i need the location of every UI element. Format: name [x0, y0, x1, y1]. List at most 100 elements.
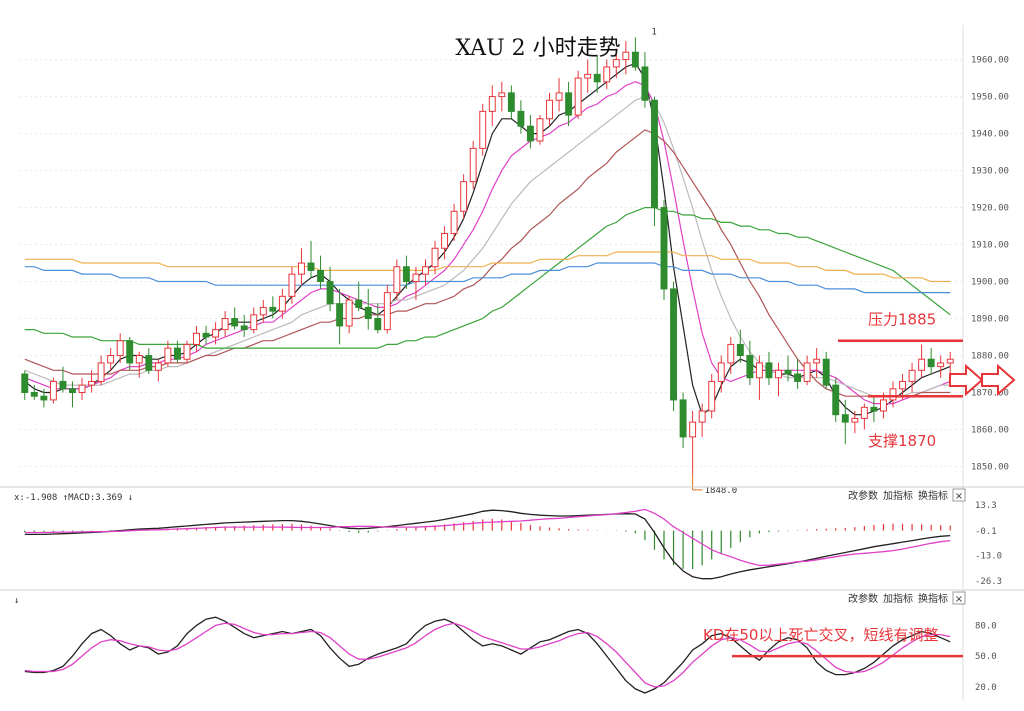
candle-body [803, 362, 811, 382]
macd-tick-label: -0.1 [975, 527, 997, 537]
candle-body [717, 362, 725, 382]
indicator-toolbar: 改参数 加指标 换指标 × [848, 591, 966, 605]
candlestick [412, 266, 420, 301]
candle-body [546, 99, 553, 120]
candlestick [135, 351, 143, 378]
candlestick [765, 351, 773, 386]
candle-body [59, 380, 67, 390]
candle-body [536, 118, 544, 142]
main-grid [20, 25, 964, 700]
candle-body [126, 340, 134, 364]
price-tick-label: 1930.00 [971, 167, 1009, 177]
price-tick-label: 1900.00 [971, 278, 1009, 288]
candle-body [374, 318, 382, 331]
candle-body [622, 51, 630, 61]
close-label[interactable]: × [955, 491, 963, 502]
candle-body [651, 99, 658, 209]
candlestick [775, 362, 782, 397]
candle-body [422, 266, 429, 275]
kd-header: ↓ [14, 596, 19, 606]
candle-body [135, 355, 143, 364]
candlestick [221, 311, 229, 338]
candle-body [30, 392, 38, 397]
candlestick [107, 348, 115, 371]
close-icon[interactable] [952, 591, 966, 605]
low-marker-label: 1848.0 [705, 486, 738, 496]
candle-body [154, 362, 162, 371]
change-params-button[interactable]: 改参数 [848, 489, 878, 502]
candlestick [97, 355, 105, 386]
candle-body [498, 92, 506, 98]
candlestick [813, 348, 821, 378]
candlestick [784, 355, 792, 382]
price-tick-label: 1950.00 [971, 93, 1009, 103]
macd-tick-label: -26.3 [975, 577, 1002, 587]
candle-body [860, 406, 868, 419]
candlestick [374, 303, 382, 334]
candle-body [660, 207, 668, 290]
candle-body [565, 92, 573, 116]
candle-body [441, 232, 449, 249]
candle-body [689, 421, 697, 438]
kd-tick-label: 20.0 [975, 683, 997, 693]
candlestick [612, 48, 620, 79]
candle-body [97, 362, 105, 382]
candle-body [765, 362, 773, 379]
candle-body [679, 399, 687, 438]
switch-indicator-button[interactable]: 换指标 [918, 489, 948, 502]
candlestick [469, 140, 477, 190]
switch-indicator-button[interactable]: 换指标 [918, 592, 948, 605]
candlestick [822, 351, 830, 389]
candlestick [498, 81, 506, 112]
close-label[interactable]: × [955, 594, 963, 605]
close-icon[interactable] [952, 488, 966, 502]
candle-body [202, 332, 210, 338]
candlestick [183, 340, 191, 363]
candlestick [698, 403, 706, 437]
candlestick [250, 307, 258, 334]
candle-body [488, 96, 496, 112]
price-tick-label: 1850.00 [971, 463, 1009, 473]
candle-body [173, 347, 181, 360]
candlestick [154, 359, 162, 382]
candlestick [126, 337, 134, 371]
candlestick [288, 266, 296, 304]
candlestick [202, 325, 210, 345]
candlestick [240, 314, 248, 338]
candlestick [565, 81, 573, 127]
candlestick [78, 377, 86, 400]
candle-body [259, 306, 267, 316]
kd-line [24, 616, 951, 694]
candlestick [364, 288, 372, 330]
candlestick [507, 85, 515, 119]
candlestick [727, 337, 735, 375]
candle-body [269, 306, 277, 312]
candlestick [536, 115, 544, 145]
candlestick [460, 174, 468, 219]
right-arrow-icon [949, 363, 984, 397]
candle-body [822, 358, 830, 386]
candle-body [345, 299, 353, 327]
candle-body [727, 343, 735, 364]
indicator-toolbar: 改参数 加指标 换指标 × [848, 488, 966, 502]
add-indicator-button[interactable]: 加指标 [883, 592, 913, 605]
candlestick [622, 41, 630, 75]
candlestick [383, 285, 391, 334]
candle-body [364, 306, 372, 320]
candle-body [574, 77, 582, 116]
candle-body [278, 295, 286, 312]
macd-line [24, 508, 951, 567]
candlestick [717, 355, 725, 393]
add-indicator-button[interactable]: 加指标 [883, 489, 913, 502]
candle-body [116, 340, 124, 357]
candlestick [336, 288, 344, 345]
resistance-label: 压力1885 [868, 311, 936, 329]
candlestick [450, 203, 458, 241]
kd-line [24, 622, 951, 688]
candlestick [479, 103, 487, 156]
candlestick [431, 240, 439, 275]
candle-body [918, 358, 926, 371]
macd-tick-label: -13.0 [975, 552, 1002, 562]
change-params-button[interactable]: 改参数 [848, 592, 878, 605]
candle-body [69, 388, 76, 394]
